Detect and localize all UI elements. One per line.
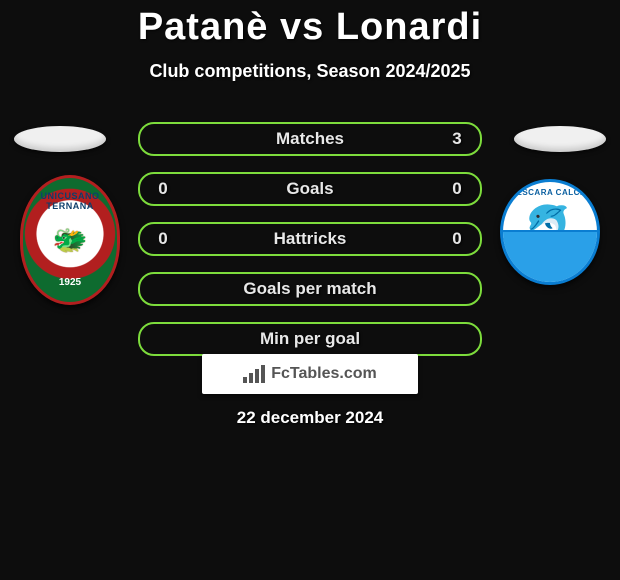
stats-table: Matches 3 0 Goals 0 0 Hattricks 0 Goals … [138, 122, 482, 372]
stat-row-matches: Matches 3 [138, 122, 482, 156]
stat-label: Goals per match [140, 274, 480, 304]
stat-label: Matches [140, 124, 480, 154]
stat-label: Min per goal [140, 324, 480, 354]
footer-date: 22 december 2024 [0, 408, 620, 428]
site-badge[interactable]: FcTables.com [202, 354, 418, 394]
ternana-year: 1925 [23, 277, 117, 288]
player-placeholder-left [14, 126, 106, 152]
ternana-text: UNICUSANOTERNANA [23, 192, 117, 212]
stat-right-value: 0 [434, 224, 480, 254]
club-logo-right: PESCARA CALCIO 🐬 [500, 170, 600, 294]
stat-row-hattricks: 0 Hattricks 0 [138, 222, 482, 256]
pescara-sea [503, 230, 597, 282]
stat-label: Goals [140, 174, 480, 204]
bars-icon [243, 365, 265, 383]
pescara-badge: PESCARA CALCIO 🐬 [500, 179, 600, 285]
club-logo-left: UNICUSANOTERNANA 🐲 1925 [20, 178, 120, 302]
dragon-icon: 🐲 [53, 224, 88, 257]
site-name: FcTables.com [271, 365, 377, 383]
stat-right-value [434, 324, 480, 354]
stat-right-value: 3 [434, 124, 480, 154]
page-title: Patanè vs Lonardi [0, 0, 620, 49]
stat-label: Hattricks [140, 224, 480, 254]
pescara-text: PESCARA CALCIO [503, 188, 597, 197]
stat-row-goals: 0 Goals 0 [138, 172, 482, 206]
stat-right-value: 0 [434, 174, 480, 204]
ternana-badge: UNICUSANOTERNANA 🐲 1925 [20, 175, 120, 305]
stat-row-goals-per-match: Goals per match [138, 272, 482, 306]
stat-row-min-per-goal: Min per goal [138, 322, 482, 356]
player-placeholder-right [514, 126, 606, 152]
stat-right-value [434, 274, 480, 304]
page-subtitle: Club competitions, Season 2024/2025 [0, 61, 620, 82]
